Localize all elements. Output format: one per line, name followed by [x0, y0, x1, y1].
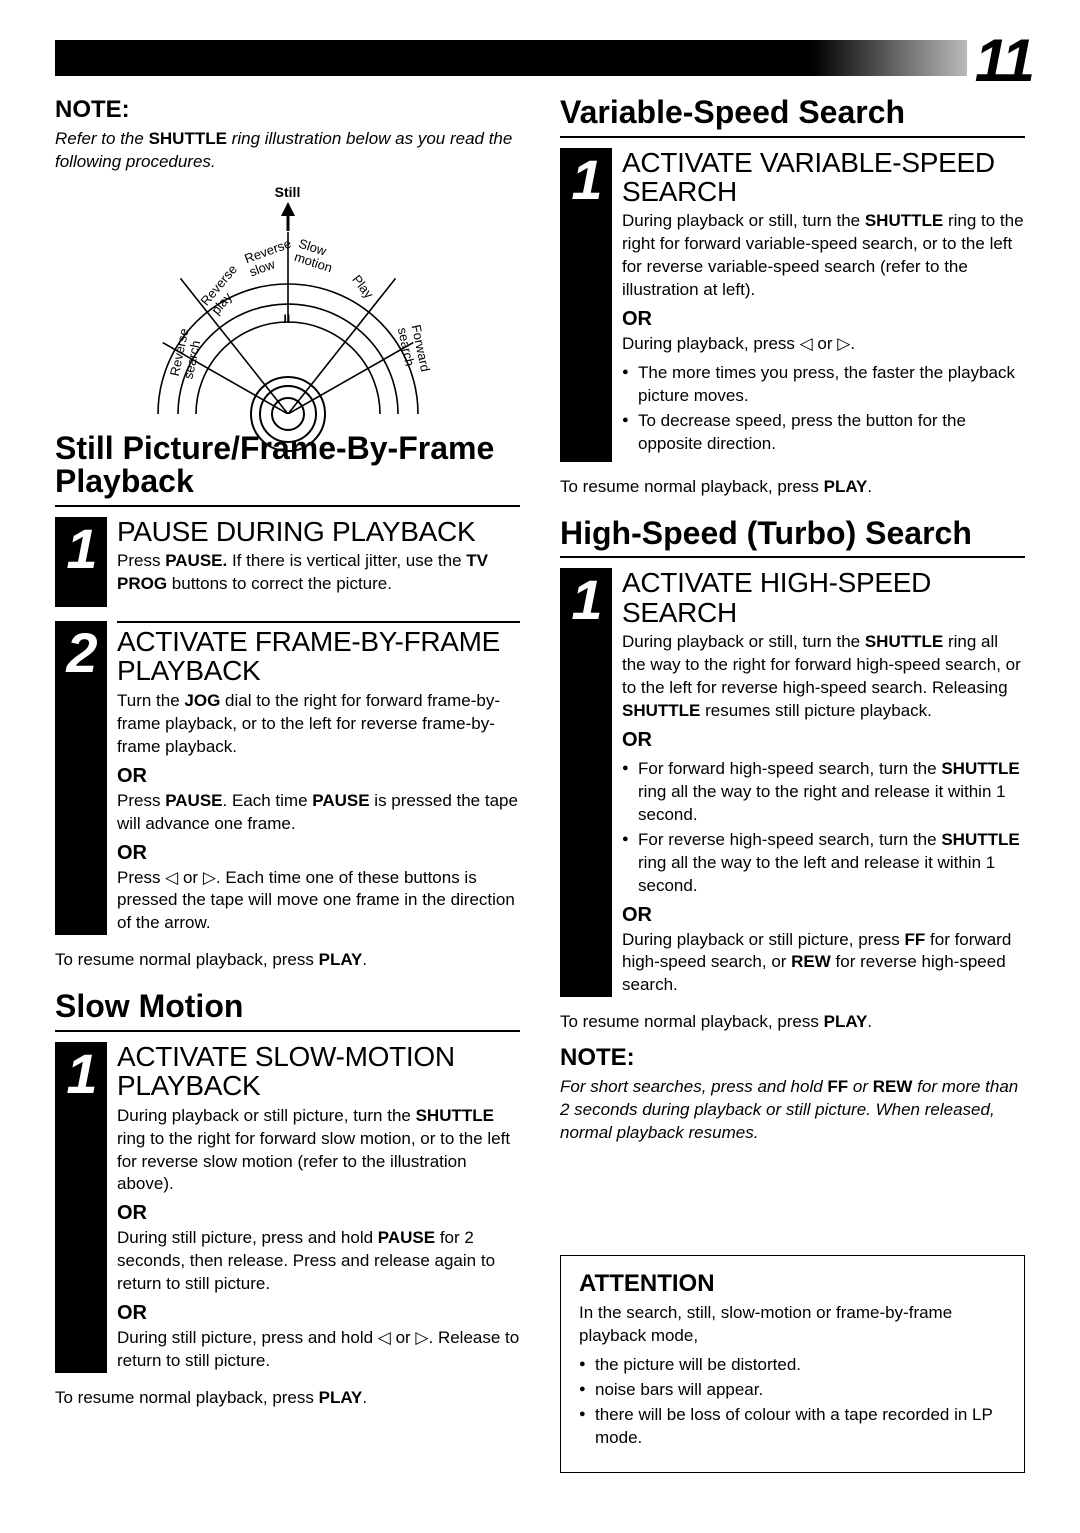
slow-step-content: ACTIVATE SLOW-MOTION PLAYBACK During pla… [107, 1042, 520, 1373]
var-body-2: During playback, press ◁ or ▷. [622, 333, 1025, 356]
hs-body-3: During playback or still picture, press … [622, 929, 1025, 998]
or-label: OR [117, 1302, 520, 1325]
attention-bullet-2: noise bars will appear. [579, 1379, 1006, 1402]
step-number-1: 1 [55, 1042, 107, 1373]
hs-step-title: ACTIVATE HIGH-SPEED SEARCH [622, 568, 1025, 627]
step-1-pause: 1 PAUSE DURING PLAYBACK Press PAUSE. If … [55, 517, 520, 607]
slow-step-title: ACTIVATE SLOW-MOTION PLAYBACK [117, 1042, 520, 1101]
step-2-body: Turn the JOG dial to the right for forwa… [117, 690, 520, 759]
step-number-1: 1 [560, 148, 612, 462]
high-speed-heading: High-Speed (Turbo) Search [560, 517, 1025, 551]
step-number-1: 1 [55, 517, 107, 607]
dial-inner-ring [259, 385, 317, 443]
var-step-1: 1 ACTIVATE VARIABLE-SPEED SEARCH During … [560, 148, 1025, 462]
step-2-body-3: Press ◁ or ▷. Each time one of these but… [117, 867, 520, 936]
or-label: OR [117, 1202, 520, 1225]
or-label: OR [117, 765, 520, 788]
resume-text: To resume normal playback, press PLAY. [55, 1387, 520, 1410]
hs-bullet-1: For forward high-speed search, turn the … [622, 758, 1025, 827]
slow-body-2: During still picture, press and hold PAU… [117, 1227, 520, 1296]
variable-speed-heading: Variable-Speed Search [560, 96, 1025, 130]
slow-motion-rule [55, 1030, 520, 1032]
dial-center [271, 397, 305, 431]
resume-text: To resume normal playback, press PLAY. [560, 1011, 1025, 1034]
step-1-content: PAUSE DURING PLAYBACK Press PAUSE. If th… [107, 517, 520, 607]
attention-bullet-1: the picture will be distorted. [579, 1354, 1006, 1377]
high-speed-rule [560, 556, 1025, 558]
slow-motion-heading: Slow Motion [55, 990, 520, 1024]
step-2-frame: 2 ACTIVATE FRAME-BY-FRAME PLAYBACK Turn … [55, 621, 520, 935]
hs-step-1: 1 ACTIVATE HIGH-SPEED SEARCH During play… [560, 568, 1025, 997]
var-bullet-1: The more times you press, the faster the… [622, 362, 1025, 408]
step-2-body-2: Press PAUSE. Each time PAUSE is pressed … [117, 790, 520, 836]
hs-bullets: For forward high-speed search, turn the … [622, 758, 1025, 898]
slow-body-3: During still picture, press and hold ◁ o… [117, 1327, 520, 1373]
step-2-content: ACTIVATE FRAME-BY-FRAME PLAYBACK Turn th… [107, 621, 520, 935]
var-step-title: ACTIVATE VARIABLE-SPEED SEARCH [622, 148, 1025, 207]
note-heading: NOTE: [560, 1044, 1025, 1072]
var-bullet-2: To decrease speed, press the button for … [622, 410, 1025, 456]
hs-body: During playback or still, turn the SHUTT… [622, 631, 1025, 723]
attention-intro: In the search, still, slow-motion or fra… [579, 1302, 1006, 1348]
step-number-1: 1 [560, 568, 612, 997]
header-gradient-bar: 11 [55, 40, 1025, 76]
step-1-body: Press PAUSE. If there is vertical jitter… [117, 550, 520, 596]
attention-bullets: the picture will be distorted. noise bar… [579, 1354, 1006, 1450]
page-number: 11 [967, 26, 1033, 95]
var-bullets: The more times you press, the faster the… [622, 362, 1025, 456]
var-step-content: ACTIVATE VARIABLE-SPEED SEARCH During pl… [612, 148, 1025, 462]
left-column: NOTE: Refer to the SHUTTLE ring illustra… [55, 96, 520, 1473]
var-body: During playback or still, turn the SHUTT… [622, 210, 1025, 302]
step-2-title: ACTIVATE FRAME-BY-FRAME PLAYBACK [117, 627, 520, 686]
attention-heading: ATTENTION [579, 1270, 1006, 1298]
attention-box: ATTENTION In the search, still, slow-mot… [560, 1255, 1025, 1473]
dial-outer-ring [250, 376, 326, 452]
two-column-layout: NOTE: Refer to the SHUTTLE ring illustra… [55, 96, 1025, 1473]
or-label: OR [622, 308, 1025, 331]
slow-step-1: 1 ACTIVATE SLOW-MOTION PLAYBACK During p… [55, 1042, 520, 1373]
or-label: OR [117, 842, 520, 865]
or-label: OR [622, 729, 1025, 752]
resume-text: To resume normal playback, press PLAY. [55, 949, 520, 972]
hs-step-content: ACTIVATE HIGH-SPEED SEARCH During playba… [612, 568, 1025, 997]
resume-text: To resume normal playback, press PLAY. [560, 476, 1025, 499]
right-column: Variable-Speed Search 1 ACTIVATE VARIABL… [560, 96, 1025, 1473]
note-heading: NOTE: [55, 96, 520, 124]
shuttle-ring-diagram: Still Reverse slow Slow motion Reverse p… [138, 184, 438, 414]
note-body: Refer to the SHUTTLE ring illustration b… [55, 128, 520, 174]
attention-bullet-3: there will be loss of colour with a tape… [579, 1404, 1006, 1450]
still-picture-rule [55, 505, 520, 507]
or-label: OR [622, 904, 1025, 927]
diagram-pause-symbol: II [284, 312, 291, 326]
hs-bullet-2: For reverse high-speed search, turn the … [622, 829, 1025, 898]
variable-speed-rule [560, 136, 1025, 138]
step-number-2: 2 [55, 621, 107, 935]
step-1-title: PAUSE DURING PLAYBACK [117, 517, 520, 546]
slow-body: During playback or still picture, turn t… [117, 1105, 520, 1197]
note-body: For short searches, press and hold FF or… [560, 1076, 1025, 1145]
